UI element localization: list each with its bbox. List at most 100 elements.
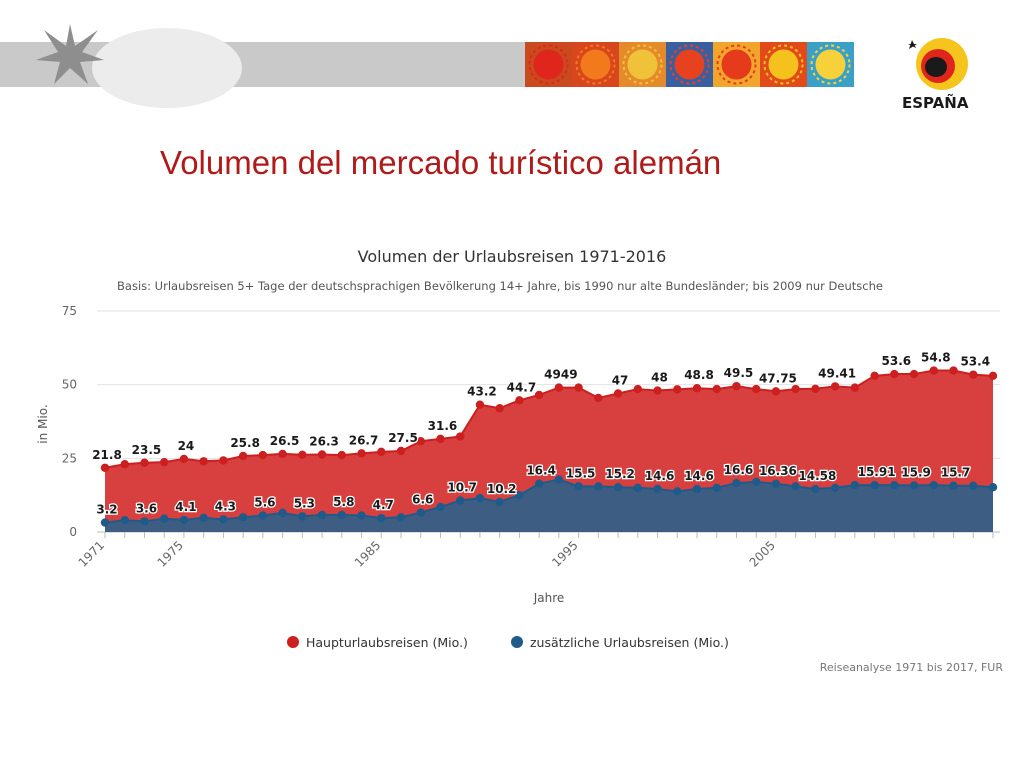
data-label: 26.5 xyxy=(270,434,300,448)
haupturlaubsreisen-point xyxy=(317,450,327,459)
zusaetzliche-urlaubsreisen-point xyxy=(692,484,702,494)
x-tick-label: 1975 xyxy=(155,538,186,569)
haupturlaubsreisen-point xyxy=(534,390,544,400)
zusaetzliche-urlaubsreisen-point xyxy=(870,480,879,490)
banner-strip xyxy=(0,42,525,87)
data-label: 10.7 xyxy=(447,480,477,494)
zusaetzliche-urlaubsreisen-point xyxy=(377,513,386,523)
blue-sun-tile xyxy=(807,42,854,87)
data-label: 27.5 xyxy=(388,431,418,445)
zusaetzliche-urlaubsreisen-point xyxy=(120,516,129,525)
haupturlaubsreisen-point xyxy=(594,393,603,403)
x-tick-label: 1971 xyxy=(76,538,107,569)
y-axis-label: in Mio. xyxy=(36,404,50,443)
haupturlaubsreisen-point xyxy=(160,457,169,467)
haupturlaubsreisen-point xyxy=(179,454,189,464)
zusaetzliche-urlaubsreisen-point xyxy=(791,482,800,491)
zusaetzliche-urlaubsreisen-point xyxy=(495,497,504,507)
zusaetzliche-urlaubsreisen-point xyxy=(554,475,564,484)
data-label: 3.6 xyxy=(136,501,157,515)
haupturlaubsreisen-point xyxy=(100,463,110,472)
zusaetzliche-urlaubsreisen-point xyxy=(436,502,445,512)
haupturlaubsreisen-point xyxy=(396,446,406,456)
data-label: 43.2 xyxy=(467,385,497,399)
zusaetzliche-urlaubsreisen-point xyxy=(219,515,228,524)
zusaetzliche-urlaubsreisen-point xyxy=(988,483,998,492)
data-label: 15.9 xyxy=(901,465,931,479)
banner-decoration xyxy=(92,28,242,108)
zusaetzliche-urlaubsreisen-point xyxy=(515,490,524,500)
haupturlaubsreisen-point xyxy=(495,404,504,413)
data-label: 14.58 xyxy=(798,469,836,483)
data-label: 48 xyxy=(651,371,668,385)
haupturlaubsreisen-point xyxy=(653,386,662,395)
haupturlaubsreisen-point xyxy=(633,384,642,394)
data-label: 53.6 xyxy=(882,354,912,368)
zusaetzliche-urlaubsreisen-point xyxy=(456,496,465,505)
data-label: 21.8 xyxy=(92,448,122,462)
zusaetzliche-urlaubsreisen-point xyxy=(712,483,721,492)
data-label: 4.1 xyxy=(175,500,196,514)
zusaetzliche-urlaubsreisen-point xyxy=(179,515,189,525)
banner-tiles xyxy=(525,42,857,87)
zusaetzliche-urlaubsreisen-area xyxy=(105,479,993,532)
zusaetzliche-urlaubsreisen-point xyxy=(357,511,366,520)
data-label: 16.36 xyxy=(759,464,797,478)
data-label: 4949 xyxy=(544,368,577,382)
haupturlaubsreisen-point xyxy=(949,366,958,375)
zusaetzliche-urlaubsreisen-point xyxy=(633,483,642,492)
zusaetzliche-urlaubsreisen-point xyxy=(949,481,958,490)
haupturlaubsreisen-point xyxy=(416,437,425,446)
chart-subtitle: Basis: Urlaubsreisen 5+ Tage der deutsch… xyxy=(117,279,883,293)
zusaetzliche-urlaubsreisen-point xyxy=(534,479,544,488)
haupturlaubsreisen-point xyxy=(238,451,248,461)
haupturlaubsreisen-point xyxy=(219,456,228,465)
haupturlaubsreisen-point xyxy=(811,384,820,393)
haupturlaubsreisen-point xyxy=(475,400,485,409)
series-markers xyxy=(100,366,998,527)
data-label: 48.8 xyxy=(684,368,714,382)
y-tick-label: 0 xyxy=(69,525,77,539)
data-label: 23.5 xyxy=(132,443,162,457)
haupturlaubsreisen-point xyxy=(258,450,268,460)
zusaetzliche-urlaubsreisen-point xyxy=(613,483,623,492)
zusaetzliche-urlaubsreisen-point xyxy=(298,512,307,521)
zusaetzliche-urlaubsreisen-point xyxy=(396,513,406,522)
haupturlaubsreisen-point xyxy=(752,384,761,394)
y-tick-label: 75 xyxy=(62,304,77,318)
haupturlaubsreisen-point xyxy=(870,371,879,381)
legend-label: Haupturlaubsreisen (Mio.) xyxy=(306,635,468,650)
zusaetzliche-urlaubsreisen-point xyxy=(100,518,110,527)
data-label: 5.6 xyxy=(254,495,275,509)
data-label: 47.75 xyxy=(759,371,797,385)
red-ring-tile xyxy=(760,42,807,87)
zusaetzliche-urlaubsreisen-point xyxy=(199,513,208,523)
data-label: 15.2 xyxy=(605,467,635,481)
haupturlaubsreisen-point xyxy=(337,450,346,460)
zusaetzliche-urlaubsreisen-point xyxy=(337,510,346,520)
red-disc-tile xyxy=(525,42,572,87)
data-label: 14.6 xyxy=(684,469,714,483)
haupturlaubsreisen-point xyxy=(969,370,978,379)
zusaetzliche-urlaubsreisen-point xyxy=(830,483,840,492)
zusaetzliche-urlaubsreisen-point xyxy=(890,480,899,490)
legend: Haupturlaubsreisen (Mio.) zusätzliche Url… xyxy=(287,635,729,650)
zusaetzliche-urlaubsreisen-point xyxy=(929,480,938,490)
zusaetzliche-urlaubsreisen-point xyxy=(850,480,860,490)
zusaetzliche-urlaubsreisen-point xyxy=(160,514,169,523)
data-label: 3.2 xyxy=(96,503,117,517)
zusaetzliche-urlaubsreisen-point xyxy=(416,508,425,517)
zusaetzliche-urlaubsreisen-point xyxy=(732,478,741,488)
haupturlaubsreisen-point xyxy=(673,385,682,394)
zusaetzliche-urlaubsreisen-line xyxy=(104,478,994,524)
sun-face-tile xyxy=(619,42,666,87)
haupturlaubsreisen-point xyxy=(554,383,564,392)
data-label: 44.7 xyxy=(507,380,537,394)
data-label: 26.7 xyxy=(349,433,379,447)
area-series xyxy=(104,369,994,532)
x-tick-label: 2005 xyxy=(747,538,778,569)
zusaetzliche-urlaubsreisen-point xyxy=(258,511,268,520)
haupturlaubsreisen-point xyxy=(909,369,919,379)
data-label: 47 xyxy=(612,374,629,388)
haupturlaubsreisen-point xyxy=(357,449,366,458)
